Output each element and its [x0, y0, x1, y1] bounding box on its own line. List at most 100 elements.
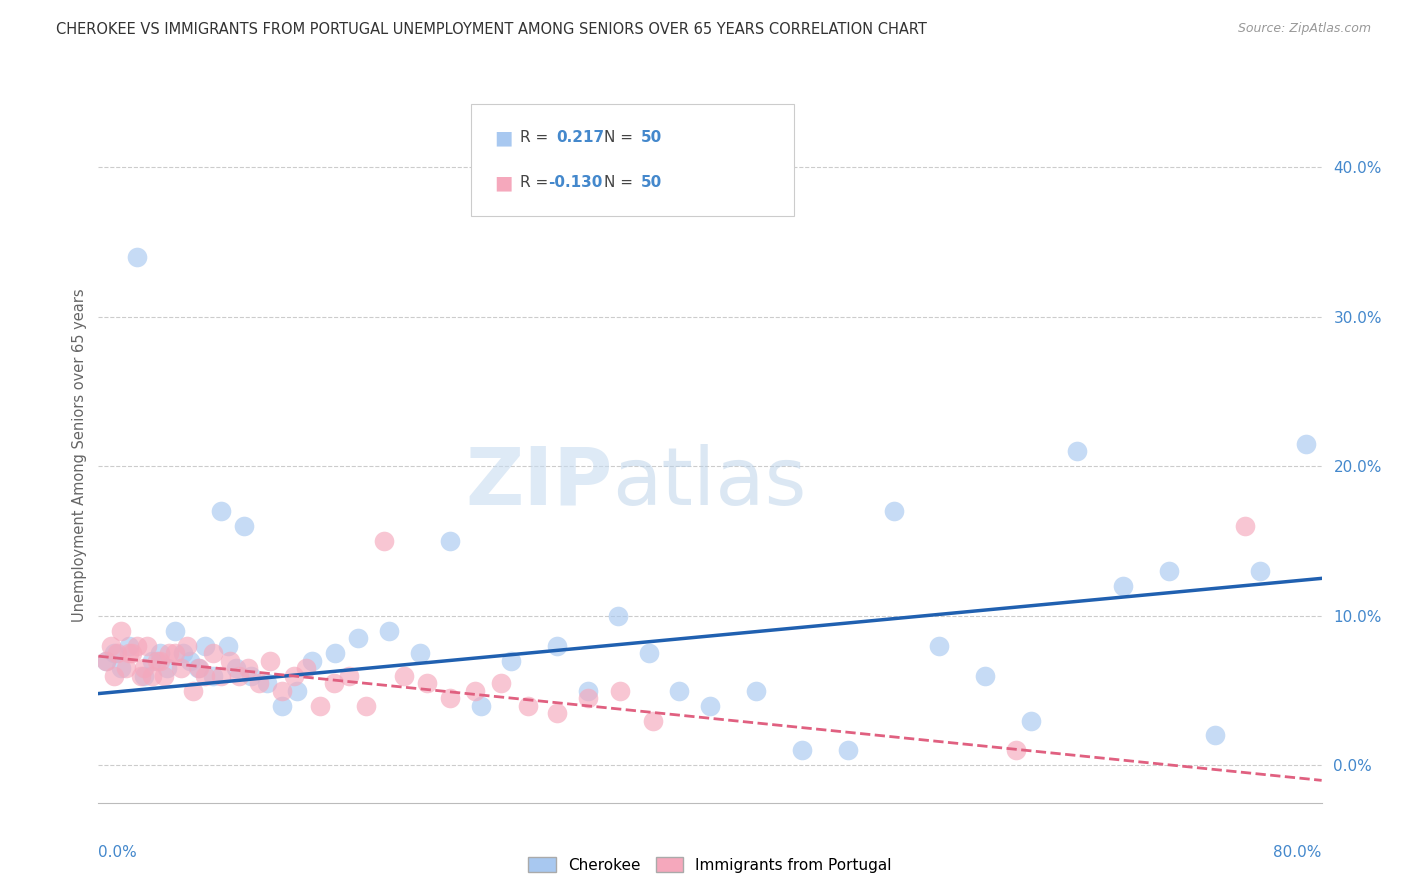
Point	[668, 683, 690, 698]
Point	[225, 661, 247, 675]
Point	[134, 668, 156, 682]
Text: R =: R =	[520, 175, 548, 190]
Point	[100, 639, 122, 653]
Point	[1019, 714, 1042, 728]
Point	[576, 683, 599, 698]
Point	[470, 698, 492, 713]
Point	[219, 654, 242, 668]
Point	[228, 668, 250, 682]
Point	[209, 504, 232, 518]
Point	[217, 639, 239, 653]
Point	[576, 691, 599, 706]
Point	[790, 743, 813, 757]
Text: CHEROKEE VS IMMIGRANTS FROM PORTUGAL UNEMPLOYMENT AMONG SENIORS OVER 65 YEARS CO: CHEROKEE VS IMMIGRANTS FROM PORTUGAL UNE…	[56, 22, 927, 37]
Point	[149, 654, 172, 668]
Point	[94, 654, 117, 668]
Point	[1204, 729, 1226, 743]
Point	[1066, 444, 1088, 458]
Point	[464, 683, 486, 698]
Point	[974, 668, 997, 682]
Text: 80.0%: 80.0%	[1274, 845, 1322, 860]
Point	[172, 646, 194, 660]
Point	[408, 646, 430, 660]
Point	[270, 683, 292, 698]
Point	[301, 654, 323, 668]
Point	[546, 639, 568, 653]
Point	[1249, 564, 1271, 578]
Point	[202, 668, 225, 682]
Text: Source: ZipAtlas.com: Source: ZipAtlas.com	[1237, 22, 1371, 36]
Point	[745, 683, 768, 698]
Point	[94, 654, 117, 668]
Point	[517, 698, 540, 713]
Text: N =: N =	[605, 175, 633, 190]
Point	[141, 654, 163, 668]
Point	[194, 639, 217, 653]
Point	[240, 668, 263, 682]
Text: R =: R =	[520, 130, 548, 145]
Point	[259, 654, 281, 668]
Point	[110, 624, 132, 638]
Point	[354, 698, 377, 713]
Point	[157, 646, 180, 660]
Text: 0.217: 0.217	[557, 130, 605, 145]
Point	[1295, 436, 1317, 450]
Point	[1234, 519, 1257, 533]
Point	[187, 661, 209, 675]
Point	[194, 668, 217, 682]
Point	[322, 676, 344, 690]
Text: -0.130: -0.130	[548, 175, 602, 190]
Point	[115, 661, 138, 675]
Point	[179, 654, 201, 668]
Legend: Cherokee, Immigrants from Portugal: Cherokee, Immigrants from Portugal	[522, 850, 898, 879]
Point	[181, 683, 204, 698]
Point	[163, 646, 186, 660]
Point	[295, 661, 318, 675]
Point	[247, 676, 270, 690]
Point	[238, 661, 260, 675]
Text: 50: 50	[641, 130, 662, 145]
Point	[546, 706, 568, 720]
Point	[118, 639, 141, 653]
Point	[643, 714, 665, 728]
Text: atlas: atlas	[612, 443, 807, 522]
Text: 0.0%: 0.0%	[98, 845, 138, 860]
Point	[285, 683, 308, 698]
Point	[928, 639, 950, 653]
Text: ■: ■	[495, 173, 513, 192]
Point	[149, 646, 172, 660]
Point	[141, 668, 163, 682]
Point	[153, 668, 176, 682]
Point	[145, 654, 167, 668]
Point	[501, 654, 523, 668]
Point	[156, 661, 179, 675]
Point	[256, 676, 278, 690]
Point	[439, 533, 461, 548]
Point	[347, 631, 370, 645]
Point	[439, 691, 461, 706]
Point	[1112, 579, 1135, 593]
Point	[609, 683, 631, 698]
Point	[337, 668, 360, 682]
Point	[325, 646, 347, 660]
Point	[209, 668, 232, 682]
Point	[202, 646, 225, 660]
Text: N =: N =	[605, 130, 633, 145]
Point	[105, 646, 128, 660]
Point	[103, 646, 125, 660]
Point	[1004, 743, 1026, 757]
Text: 50: 50	[641, 175, 662, 190]
Point	[607, 608, 630, 623]
Text: ZIP: ZIP	[465, 443, 612, 522]
Point	[232, 519, 254, 533]
Point	[699, 698, 721, 713]
Point	[1157, 564, 1180, 578]
Point	[170, 661, 193, 675]
Point	[125, 639, 148, 653]
Point	[121, 646, 143, 660]
Point	[373, 533, 395, 548]
Point	[489, 676, 512, 690]
Point	[103, 668, 125, 682]
Point	[416, 676, 439, 690]
Point	[283, 668, 305, 682]
